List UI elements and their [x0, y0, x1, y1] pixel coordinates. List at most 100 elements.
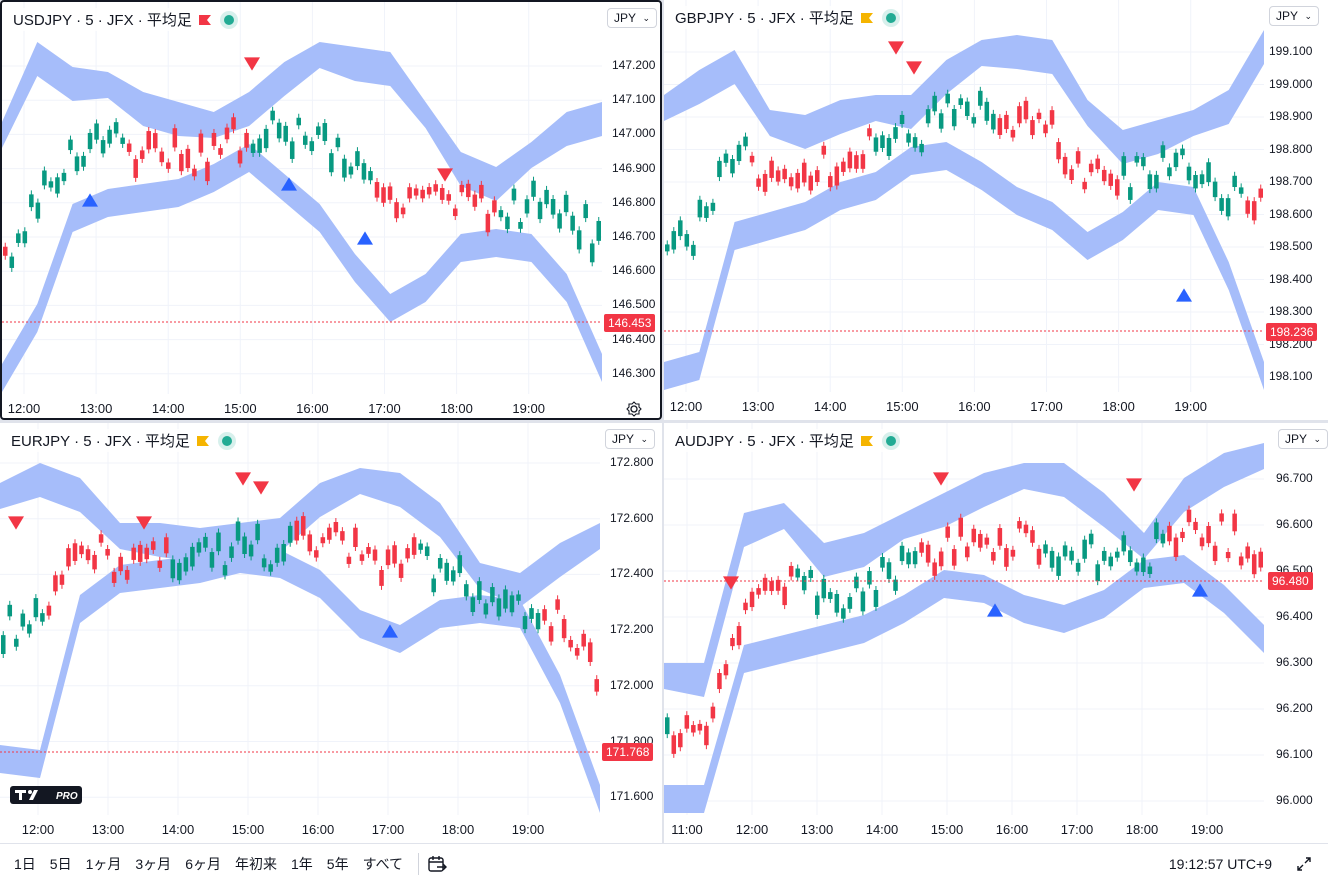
candle — [555, 599, 560, 610]
candle — [472, 194, 478, 207]
candle — [775, 579, 781, 591]
candle — [678, 220, 683, 237]
range-1m[interactable]: 1ヶ月 — [85, 856, 122, 872]
range-ytd[interactable]: 年初来 — [234, 856, 277, 872]
chart-pane-eurjpy[interactable]: EURJPY · 5 · JFX · 平均足 JPY ⌄ 172.800 172.… — [0, 423, 662, 843]
candle — [873, 137, 879, 152]
candle — [912, 551, 918, 565]
price-tick: 172.200 — [610, 622, 654, 637]
candle — [439, 187, 445, 200]
candle — [426, 187, 432, 195]
currency-select[interactable]: JPY ⌄ — [1269, 6, 1319, 26]
currency-label: JPY — [614, 11, 637, 25]
candle — [912, 137, 918, 148]
settings-icon[interactable] — [626, 401, 642, 417]
flag-icon[interactable] — [198, 14, 212, 26]
candle — [144, 547, 149, 560]
candle — [322, 123, 328, 142]
candle — [516, 594, 521, 601]
candle — [1199, 537, 1205, 547]
candle — [111, 571, 117, 583]
time-tick: 19:00 — [511, 822, 545, 837]
candle — [1212, 181, 1218, 198]
candle — [61, 172, 67, 182]
candle — [710, 202, 716, 211]
candle — [496, 598, 502, 617]
price-tick: 146.800 — [612, 194, 656, 209]
range-3m[interactable]: 3ヶ月 — [135, 856, 172, 872]
range-1d[interactable]: 1日 — [14, 856, 36, 872]
fullscreen-icon[interactable] — [1296, 856, 1312, 872]
flag-icon[interactable] — [860, 12, 874, 24]
candle — [1030, 120, 1035, 136]
candle — [1232, 175, 1237, 188]
candle — [1160, 533, 1166, 544]
candle — [124, 569, 130, 580]
sell-signal-marker — [933, 472, 949, 486]
gbpjpy-plot[interactable] — [664, 0, 1328, 420]
candle — [361, 163, 367, 180]
buy-signal-marker — [382, 624, 398, 638]
flag-icon[interactable] — [860, 435, 874, 447]
candle — [79, 545, 84, 555]
candle — [107, 129, 112, 144]
range-5d[interactable]: 5日 — [49, 856, 72, 872]
price-tick: 96.000 — [1276, 793, 1313, 807]
time-tick: 17:00 — [1060, 822, 1094, 837]
flag-icon[interactable] — [196, 435, 210, 447]
usdjpy-plot[interactable] — [2, 2, 662, 420]
candle — [1258, 188, 1263, 198]
symbol-legend[interactable]: USDJPY · 5 · JFX · 平均足 — [10, 8, 237, 31]
eurjpy-plot[interactable] — [0, 423, 662, 843]
range-all[interactable]: すべて — [362, 856, 404, 872]
candle — [801, 575, 807, 591]
time-tick: 18:00 — [441, 822, 475, 837]
candle — [704, 725, 709, 746]
candle — [301, 516, 306, 536]
candle — [1173, 537, 1179, 557]
candle — [524, 199, 530, 214]
candle — [563, 194, 569, 213]
range-6m[interactable]: 6ヶ月 — [185, 856, 221, 872]
currency-select[interactable]: JPY ⌄ — [605, 429, 655, 449]
candle — [893, 127, 898, 139]
candle — [1, 635, 6, 655]
price-tick: 171.600 — [610, 789, 654, 804]
upper-band — [2, 42, 602, 201]
clock[interactable]: 19:12:57 UTC+9 — [1168, 856, 1272, 872]
candle — [74, 156, 80, 172]
lower-band — [0, 545, 600, 813]
tradingview-logo[interactable]: PRO — [10, 786, 82, 804]
candle — [1154, 174, 1159, 189]
price-tick: 96.700 — [1276, 471, 1313, 485]
candle — [1082, 539, 1087, 559]
candle — [157, 560, 163, 568]
candle — [1232, 513, 1237, 532]
candle — [1101, 169, 1107, 182]
currency-select[interactable]: JPY ⌄ — [607, 8, 657, 28]
candle — [196, 542, 202, 553]
candle — [1101, 550, 1107, 561]
candle — [451, 570, 456, 582]
audjpy-plot[interactable] — [664, 423, 1328, 843]
price-tick: 172.800 — [610, 455, 654, 469]
range-5y[interactable]: 5年 — [326, 856, 349, 872]
price-tick: 198.600 — [1269, 206, 1313, 221]
chart-pane-usdjpy[interactable]: USDJPY · 5 · JFX · 平均足 JPY ⌄ 147.200 147.… — [0, 0, 662, 420]
range-1y[interactable]: 1年 — [290, 856, 313, 872]
currency-select[interactable]: JPY ⌄ — [1278, 429, 1328, 449]
price-tick: 146.900 — [612, 160, 656, 175]
chart-pane-audjpy[interactable]: AUDJPY · 5 · JFX · 平均足 JPY ⌄ 96.700 96.60… — [664, 423, 1328, 843]
chevron-down-icon: ⌄ — [640, 433, 648, 444]
symbol-legend[interactable]: GBPJPY · 5 · JFX · 平均足 — [672, 6, 899, 29]
candle — [1167, 167, 1172, 177]
chart-pane-gbpjpy[interactable]: GBPJPY · 5 · JFX · 平均足 JPY ⌄ 199.100 199.… — [664, 0, 1328, 420]
candle — [867, 128, 872, 137]
time-tick: 14:00 — [161, 822, 195, 837]
candle — [762, 577, 768, 591]
candle — [1062, 545, 1068, 557]
symbol-legend[interactable]: EURJPY · 5 · JFX · 平均足 — [8, 429, 235, 452]
symbol-legend[interactable]: AUDJPY · 5 · JFX · 平均足 — [672, 429, 899, 452]
goto-date-icon[interactable] — [427, 854, 448, 874]
currency-label: JPY — [1276, 9, 1299, 23]
